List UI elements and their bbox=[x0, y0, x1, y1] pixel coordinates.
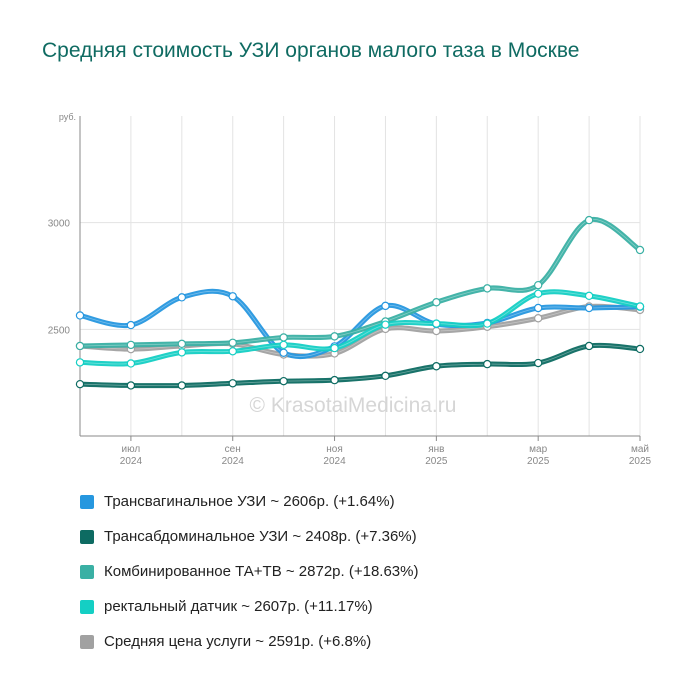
data-point bbox=[533, 314, 543, 323]
data-point bbox=[483, 359, 492, 369]
data-point bbox=[381, 320, 390, 329]
data-point bbox=[75, 358, 85, 367]
data-point bbox=[279, 340, 288, 350]
data-point bbox=[330, 375, 339, 385]
data-point bbox=[177, 348, 187, 357]
x-tick-label-month: янв bbox=[428, 444, 444, 455]
data-point bbox=[381, 301, 390, 311]
legend-swatch bbox=[80, 494, 94, 509]
data-point bbox=[228, 338, 237, 347]
legend-swatch bbox=[80, 634, 94, 649]
data-point bbox=[177, 293, 187, 302]
series-line-highlight bbox=[79, 291, 641, 365]
data-point bbox=[432, 362, 441, 371]
x-tick-label-month: ноя bbox=[326, 444, 343, 455]
y-tick-label: 3000 bbox=[48, 219, 71, 230]
data-point bbox=[126, 340, 136, 350]
data-point bbox=[635, 245, 645, 255]
data-point bbox=[381, 371, 390, 381]
data-point bbox=[279, 348, 288, 357]
data-point bbox=[75, 379, 85, 389]
data-point bbox=[432, 298, 441, 307]
data-point bbox=[177, 381, 187, 390]
series-line bbox=[77, 289, 643, 367]
legend-swatch bbox=[80, 599, 94, 614]
legend-label: ректальный датчик ~ 2607р. (+11.17%) bbox=[104, 598, 373, 615]
data-point bbox=[279, 376, 288, 386]
legend-swatch bbox=[80, 529, 94, 544]
x-tick-label-year: 2024 bbox=[120, 456, 143, 467]
y-axis-unit-label: руб. bbox=[59, 112, 76, 122]
legend-item-average[interactable]: Средняя цена услуги ~ 2591р. (+6.8%) bbox=[80, 624, 418, 659]
data-point bbox=[533, 358, 543, 368]
data-point bbox=[635, 302, 645, 311]
data-point bbox=[228, 379, 237, 388]
data-point bbox=[177, 339, 187, 349]
chart-title: Средняя стоимость УЗИ органов малого таз… bbox=[42, 39, 580, 62]
x-tick-label-month: июл bbox=[122, 444, 141, 455]
data-point bbox=[533, 280, 543, 290]
legend-label: Средняя цена услуги ~ 2591р. (+6.8%) bbox=[104, 633, 372, 650]
data-point bbox=[533, 303, 543, 313]
legend-item-combined[interactable]: Комбинированное ТА+ТВ ~ 2872р. (+18.63%) bbox=[80, 554, 418, 589]
data-point bbox=[330, 332, 339, 341]
chart-legend: Трансвагинальное УЗИ ~ 2606р. (+1.64%) Т… bbox=[80, 484, 418, 659]
data-point bbox=[584, 341, 594, 351]
watermark-text: © KrasotaiMedicina.ru bbox=[250, 394, 457, 417]
series-line bbox=[77, 342, 643, 389]
data-point bbox=[483, 284, 492, 293]
data-point bbox=[228, 347, 237, 356]
x-tick-label-year: 2025 bbox=[425, 456, 448, 467]
x-tick-label-year: 2024 bbox=[323, 456, 346, 467]
legend-label: Трансабдоминальное УЗИ ~ 2408р. (+7.36%) bbox=[104, 528, 417, 545]
legend-item-transabdominal[interactable]: Трансабдоминальное УЗИ ~ 2408р. (+7.36%) bbox=[80, 519, 418, 554]
data-point bbox=[432, 319, 441, 328]
x-tick-label-month: сен bbox=[225, 444, 241, 455]
legend-label: Комбинированное ТА+ТВ ~ 2872р. (+18.63%) bbox=[104, 563, 419, 580]
x-tick-label-year: 2025 bbox=[629, 456, 652, 467]
legend-label: Трансвагинальное УЗИ ~ 2606р. (+1.64%) bbox=[104, 493, 395, 510]
legend-item-rectal[interactable]: ректальный датчик ~ 2607р. (+11.17%) bbox=[80, 589, 418, 624]
x-tick-label-month: май bbox=[631, 444, 649, 455]
data-point bbox=[75, 341, 85, 351]
data-point bbox=[279, 333, 288, 342]
data-point bbox=[126, 320, 136, 330]
legend-swatch bbox=[80, 564, 94, 579]
x-tick-label-month: мар bbox=[529, 444, 547, 455]
data-point bbox=[126, 359, 136, 368]
data-point bbox=[483, 319, 492, 328]
data-point bbox=[75, 311, 85, 320]
data-point bbox=[126, 381, 136, 390]
data-point bbox=[533, 289, 543, 298]
series-line-highlight bbox=[79, 344, 641, 387]
data-point bbox=[584, 303, 594, 313]
x-tick-label-year: 2024 bbox=[222, 456, 245, 467]
data-point bbox=[584, 215, 594, 225]
line-chart: руб.30002500июл2024сен2024ноя2024янв2025… bbox=[48, 112, 652, 467]
data-point bbox=[228, 292, 237, 301]
x-tick-label-year: 2025 bbox=[527, 456, 550, 467]
data-point bbox=[584, 291, 594, 301]
legend-item-transvaginal[interactable]: Трансвагинальное УЗИ ~ 2606р. (+1.64%) bbox=[80, 484, 418, 519]
data-point bbox=[330, 343, 339, 353]
data-point bbox=[635, 344, 645, 354]
data-point bbox=[432, 326, 441, 336]
y-tick-label: 2500 bbox=[48, 325, 71, 336]
